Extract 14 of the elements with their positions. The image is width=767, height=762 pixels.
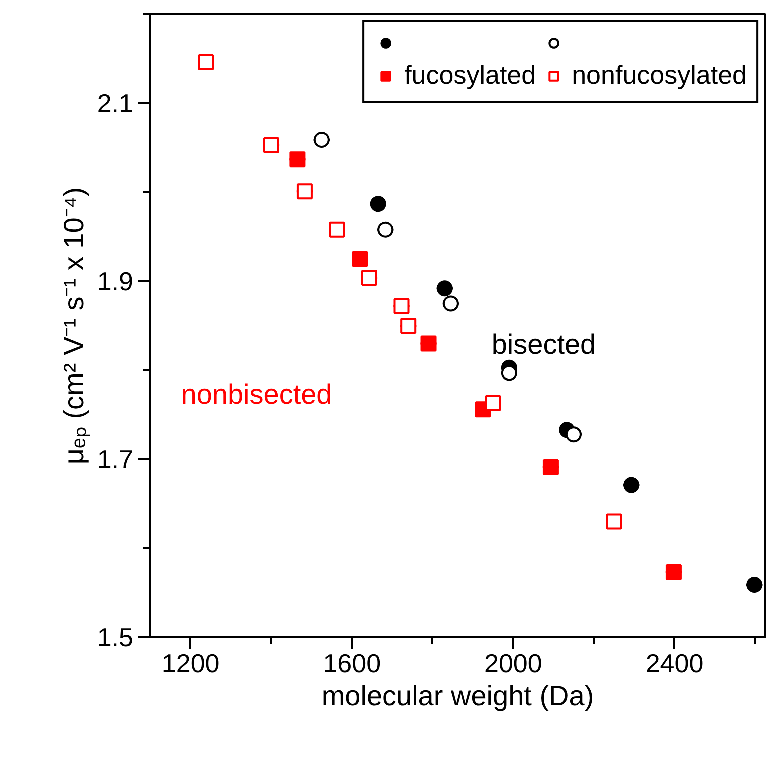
x-tick-label: 2000 bbox=[484, 648, 542, 678]
annotation: bisected bbox=[492, 329, 596, 360]
annotation: nonbisected bbox=[181, 379, 332, 410]
x-tick-label: 1600 bbox=[323, 648, 382, 678]
legend-label: fucosylated bbox=[404, 60, 536, 91]
y-axis-title: μₑₚ (cm² V⁻¹ s⁻¹ x 10⁻⁴) bbox=[58, 187, 90, 465]
y-tick-label: 2.1 bbox=[97, 88, 134, 118]
y-tick-label: 1.9 bbox=[97, 266, 134, 296]
x-axis-title: molecular weight (Da) bbox=[322, 680, 594, 712]
y-tick-label: 1.5 bbox=[97, 622, 134, 652]
x-tick-label: 2400 bbox=[646, 648, 704, 678]
legend-label: nonfucosylated bbox=[572, 60, 747, 91]
x-tick-label: 1200 bbox=[162, 648, 220, 678]
y-tick-label: 1.7 bbox=[97, 444, 134, 474]
